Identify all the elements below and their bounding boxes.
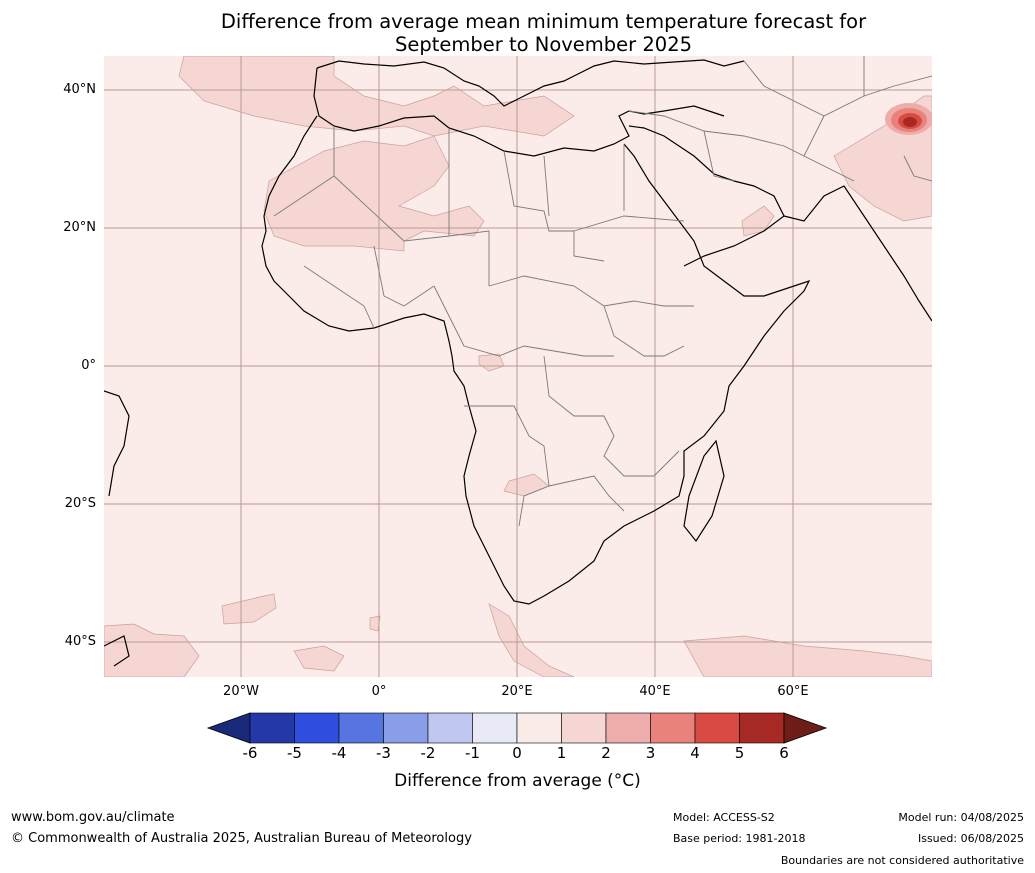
- colorbar-segments: [206, 712, 828, 744]
- colorbar-segment: [694, 712, 740, 744]
- hotspot: [885, 103, 932, 135]
- colorbar-tick-label: 1: [556, 744, 567, 762]
- colorbar-segment: [650, 712, 696, 744]
- lat-label-40n: 40°N: [63, 82, 96, 97]
- lon-label-20e: 20°E: [501, 684, 533, 699]
- colorbar-segment: [338, 712, 384, 744]
- colorbar-extend-high: [783, 712, 828, 744]
- title-line-1: Difference from average mean minimum tem…: [220, 10, 867, 33]
- colorbar-tick-label: 3: [645, 744, 656, 762]
- map-title: Difference from average mean minimum tem…: [0, 10, 1035, 56]
- anomaly-patches: [104, 56, 932, 677]
- colorbar-tick-label: 5: [734, 744, 745, 762]
- colorbar-tick-label: -3: [376, 744, 391, 762]
- colorbar-tick-label: -1: [465, 744, 480, 762]
- lon-label-60e: 60°E: [777, 684, 809, 699]
- colorbar-segment: [516, 712, 562, 744]
- colorbar-segment: [739, 712, 785, 744]
- map-panel: 40°N 20°N 0° 20°S 40°S 20°W 0° 20°E 40°E…: [63, 56, 932, 699]
- lon-label-20w: 20°W: [223, 684, 259, 699]
- colorbar-tick-label: 6: [779, 744, 789, 762]
- issued-date: Issued: 06/08/2025: [917, 832, 1024, 845]
- colorbar-segment: [605, 712, 651, 744]
- colorbar-label: Difference from average (°C): [394, 771, 641, 791]
- boundaries-disclaimer: Boundaries are not considered authoritat…: [780, 854, 1024, 867]
- copyright-text: © Commonwealth of Australia 2025, Austra…: [11, 831, 472, 846]
- colorbar-tick-label: -6: [242, 744, 258, 762]
- colorbar-segment: [383, 712, 429, 744]
- colorbar-segment: [249, 712, 295, 744]
- model-run: Model run: 04/08/2025: [898, 811, 1024, 824]
- lat-label-40s: 40°S: [64, 634, 96, 649]
- title-line-2: September to November 2025: [394, 33, 693, 56]
- lat-label-20s: 20°S: [64, 496, 96, 511]
- colorbar-extend-low: [206, 712, 251, 744]
- colorbar-segment: [427, 712, 473, 744]
- country-borders: [273, 56, 932, 527]
- colorbar-tick-label: 4: [690, 744, 700, 762]
- colorbar-tick-label: 2: [601, 744, 611, 762]
- lat-label-20n: 20°N: [63, 220, 96, 235]
- model-name: Model: ACCESS-S2: [673, 811, 775, 824]
- lat-label-0: 0°: [81, 358, 96, 373]
- lon-label-0: 0°: [371, 684, 387, 699]
- base-period: Base period: 1981-2018: [673, 832, 806, 845]
- colorbar-segment: [561, 712, 607, 744]
- map-canvas: [104, 56, 932, 677]
- website-link[interactable]: www.bom.gov.au/climate: [11, 810, 175, 825]
- gridlines: [104, 56, 932, 677]
- colorbar-segment: [472, 712, 518, 744]
- colorbar-tick-label: 0: [512, 744, 522, 762]
- colorbar-tick-label: -2: [420, 744, 436, 762]
- colorbar: [206, 712, 828, 744]
- colorbar-segment: [294, 712, 340, 744]
- colorbar-tick-label: -5: [287, 744, 302, 762]
- lon-label-40e: 40°E: [639, 684, 671, 699]
- colorbar-tick-label: -4: [331, 744, 347, 762]
